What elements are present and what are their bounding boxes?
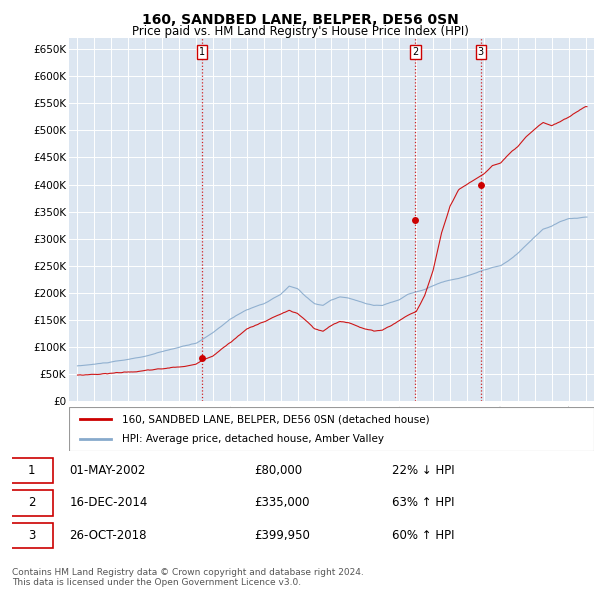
Text: 2: 2 (28, 496, 35, 510)
Text: 160, SANDBED LANE, BELPER, DE56 0SN: 160, SANDBED LANE, BELPER, DE56 0SN (142, 13, 458, 27)
Text: 3: 3 (478, 47, 484, 57)
FancyBboxPatch shape (69, 407, 594, 451)
Text: 16-DEC-2014: 16-DEC-2014 (70, 496, 148, 510)
FancyBboxPatch shape (10, 458, 53, 483)
Text: 2: 2 (412, 47, 419, 57)
Text: 01-MAY-2002: 01-MAY-2002 (70, 464, 146, 477)
Text: 26-OCT-2018: 26-OCT-2018 (70, 529, 147, 542)
Text: HPI: Average price, detached house, Amber Valley: HPI: Average price, detached house, Ambe… (121, 434, 383, 444)
FancyBboxPatch shape (10, 523, 53, 548)
Text: 22% ↓ HPI: 22% ↓ HPI (392, 464, 455, 477)
Text: 63% ↑ HPI: 63% ↑ HPI (392, 496, 455, 510)
Text: 3: 3 (28, 529, 35, 542)
Text: 1: 1 (28, 464, 35, 477)
Text: 1: 1 (199, 47, 205, 57)
Text: Contains HM Land Registry data © Crown copyright and database right 2024.
This d: Contains HM Land Registry data © Crown c… (12, 568, 364, 587)
FancyBboxPatch shape (10, 490, 53, 516)
Text: 160, SANDBED LANE, BELPER, DE56 0SN (detached house): 160, SANDBED LANE, BELPER, DE56 0SN (det… (121, 415, 429, 424)
Text: £399,950: £399,950 (254, 529, 310, 542)
Text: Price paid vs. HM Land Registry's House Price Index (HPI): Price paid vs. HM Land Registry's House … (131, 25, 469, 38)
Text: £335,000: £335,000 (254, 496, 310, 510)
Text: 60% ↑ HPI: 60% ↑ HPI (392, 529, 455, 542)
Text: £80,000: £80,000 (254, 464, 302, 477)
